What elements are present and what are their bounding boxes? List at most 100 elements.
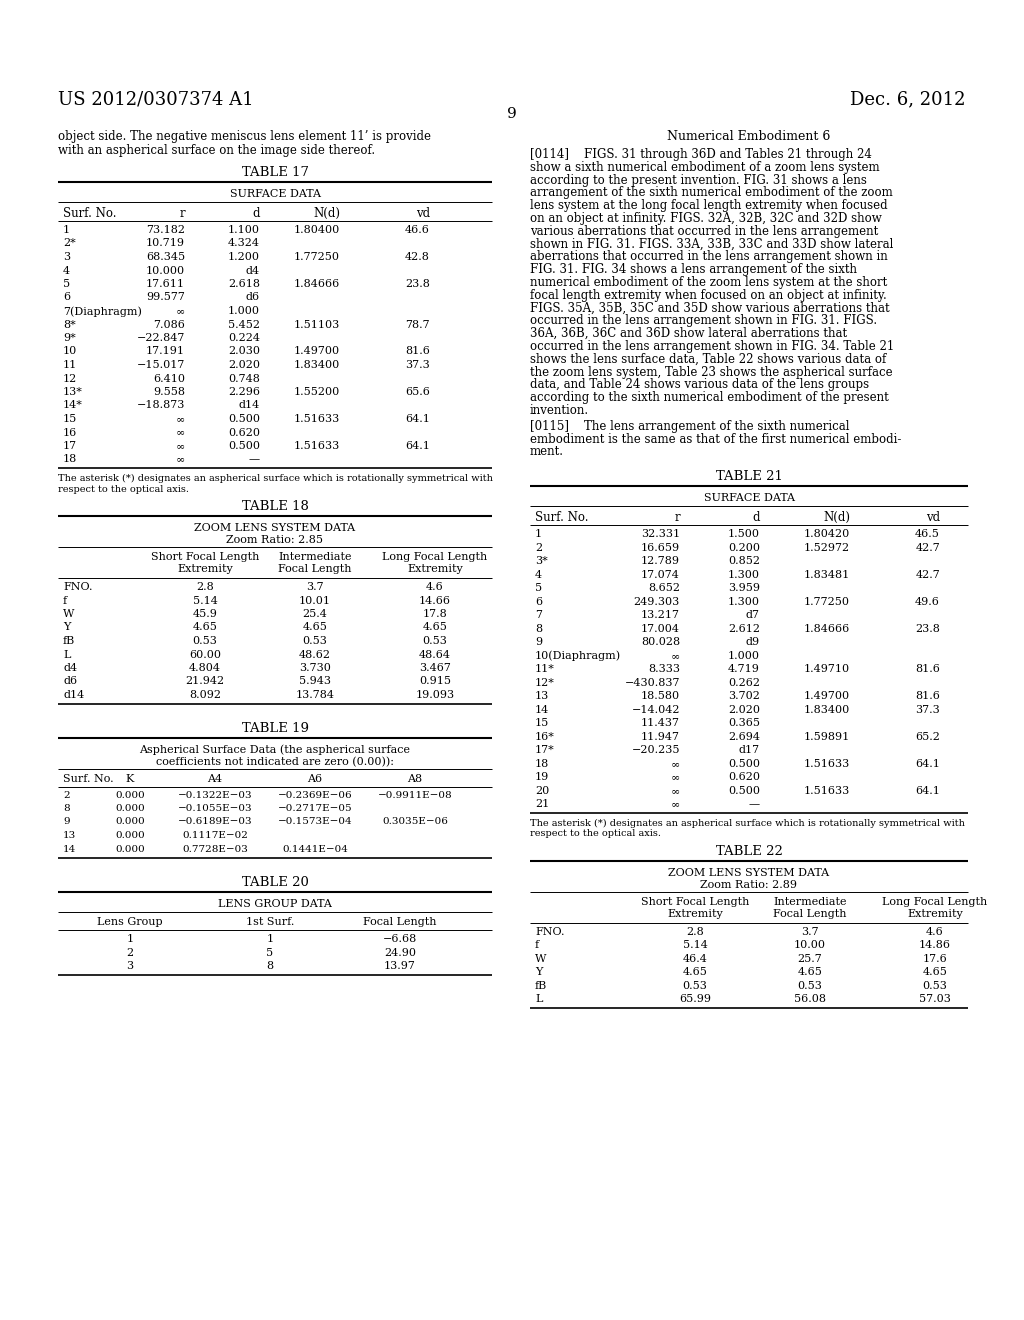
Text: −22.847: −22.847 (136, 333, 185, 343)
Text: —: — (249, 454, 260, 465)
Text: 36A, 36B, 36C and 36D show lateral aberrations that: 36A, 36B, 36C and 36D show lateral aberr… (530, 327, 847, 341)
Text: 3: 3 (63, 252, 70, 261)
Text: 2*: 2* (63, 239, 76, 248)
Text: 23.8: 23.8 (406, 279, 430, 289)
Text: ∞: ∞ (176, 454, 185, 465)
Text: 81.6: 81.6 (915, 664, 940, 675)
Text: d4: d4 (246, 265, 260, 276)
Text: ∞: ∞ (176, 414, 185, 424)
Text: 3: 3 (126, 961, 133, 972)
Text: Extremity: Extremity (667, 908, 723, 919)
Text: 13.784: 13.784 (296, 690, 335, 700)
Text: 1.49700: 1.49700 (294, 346, 340, 356)
Text: −0.2369E−06: −0.2369E−06 (278, 791, 352, 800)
Text: 37.3: 37.3 (406, 360, 430, 370)
Text: 0.500: 0.500 (228, 441, 260, 451)
Text: A4: A4 (208, 774, 222, 784)
Text: A6: A6 (307, 774, 323, 784)
Text: 64.1: 64.1 (915, 785, 940, 796)
Text: 0.000: 0.000 (115, 804, 144, 813)
Text: −0.2717E−05: −0.2717E−05 (278, 804, 352, 813)
Text: on an object at infinity. FIGS. 32A, 32B, 32C and 32D show: on an object at infinity. FIGS. 32A, 32B… (530, 213, 882, 224)
Text: 0.53: 0.53 (423, 636, 447, 645)
Text: 12: 12 (63, 374, 77, 384)
Text: Long Focal Length: Long Focal Length (382, 552, 487, 562)
Text: TABLE 21: TABLE 21 (716, 470, 782, 483)
Text: 0.7728E−03: 0.7728E−03 (182, 845, 248, 854)
Text: ∞: ∞ (671, 785, 680, 796)
Text: −14.042: −14.042 (632, 705, 680, 714)
Text: 56.08: 56.08 (794, 994, 826, 1005)
Text: 14: 14 (63, 845, 76, 854)
Text: 2.020: 2.020 (228, 360, 260, 370)
Text: 1.80420: 1.80420 (804, 529, 850, 539)
Text: ∞: ∞ (176, 441, 185, 451)
Text: 4.65: 4.65 (798, 968, 822, 977)
Text: Short Focal Length: Short Focal Length (641, 896, 750, 907)
Text: 5.14: 5.14 (683, 940, 708, 950)
Text: 81.6: 81.6 (406, 346, 430, 356)
Text: 0.53: 0.53 (302, 636, 328, 645)
Text: 16: 16 (63, 428, 77, 437)
Text: 4.6: 4.6 (426, 582, 443, 591)
Text: Intermediate: Intermediate (279, 552, 352, 562)
Text: SURFACE DATA: SURFACE DATA (703, 494, 795, 503)
Text: 2.694: 2.694 (728, 731, 760, 742)
Text: [0114]    FIGS. 31 through 36D and Tables 21 through 24: [0114] FIGS. 31 through 36D and Tables 2… (530, 148, 871, 161)
Text: 64.1: 64.1 (406, 441, 430, 451)
Text: 4.65: 4.65 (683, 968, 708, 977)
Text: 0.748: 0.748 (228, 374, 260, 384)
Text: 13: 13 (63, 832, 76, 840)
Text: −6.68: −6.68 (383, 935, 417, 944)
Text: ∞: ∞ (176, 428, 185, 437)
Text: 8*: 8* (63, 319, 76, 330)
Text: 1: 1 (63, 224, 70, 235)
Text: FNO.: FNO. (63, 582, 92, 591)
Text: r: r (675, 511, 680, 524)
Text: 11.437: 11.437 (641, 718, 680, 729)
Text: Extremity: Extremity (907, 908, 963, 919)
Text: 1.77250: 1.77250 (294, 252, 340, 261)
Text: 12*: 12* (535, 677, 555, 688)
Text: The asterisk (*) designates an aspherical surface which is rotationally symmetri: The asterisk (*) designates an aspherica… (530, 818, 965, 838)
Text: 6: 6 (63, 293, 70, 302)
Text: vd: vd (926, 511, 940, 524)
Text: 1.200: 1.200 (228, 252, 260, 261)
Text: 17*: 17* (535, 746, 555, 755)
Text: 17.004: 17.004 (641, 624, 680, 634)
Text: 11*: 11* (535, 664, 555, 675)
Text: 2.8: 2.8 (686, 927, 703, 937)
Text: 8: 8 (63, 804, 70, 813)
Text: 18: 18 (535, 759, 549, 768)
Text: 1st Surf.: 1st Surf. (246, 917, 294, 927)
Text: 13*: 13* (63, 387, 83, 397)
Text: 2.618: 2.618 (228, 279, 260, 289)
Text: 1.000: 1.000 (228, 306, 260, 315)
Text: 11.947: 11.947 (641, 731, 680, 742)
Text: 1.55200: 1.55200 (294, 387, 340, 397)
Text: Aspherical Surface Data (the aspherical surface: Aspherical Surface Data (the aspherical … (139, 744, 411, 755)
Text: invention.: invention. (530, 404, 589, 417)
Text: −0.1573E−04: −0.1573E−04 (278, 817, 352, 826)
Text: 1.83400: 1.83400 (294, 360, 340, 370)
Text: N(d): N(d) (313, 207, 340, 220)
Text: [0115]    The lens arrangement of the sixth numerical: [0115] The lens arrangement of the sixth… (530, 420, 850, 433)
Text: 1.49710: 1.49710 (804, 664, 850, 675)
Text: with an aspherical surface on the image side thereof.: with an aspherical surface on the image … (58, 144, 375, 157)
Text: 10.719: 10.719 (146, 239, 185, 248)
Text: show a sixth numerical embodiment of a zoom lens system: show a sixth numerical embodiment of a z… (530, 161, 880, 174)
Text: Focal Length: Focal Length (773, 908, 847, 919)
Text: −15.017: −15.017 (136, 360, 185, 370)
Text: 1.84666: 1.84666 (804, 624, 850, 634)
Text: 65.6: 65.6 (406, 387, 430, 397)
Text: Focal Length: Focal Length (364, 917, 437, 927)
Text: 10: 10 (63, 346, 77, 356)
Text: Y: Y (535, 968, 543, 977)
Text: Intermediate: Intermediate (773, 896, 847, 907)
Text: 0.262: 0.262 (728, 677, 760, 688)
Text: Surf. No.: Surf. No. (63, 207, 117, 220)
Text: 19.093: 19.093 (416, 690, 455, 700)
Text: 1.100: 1.100 (228, 224, 260, 235)
Text: 0.000: 0.000 (115, 845, 144, 854)
Text: d6: d6 (246, 293, 260, 302)
